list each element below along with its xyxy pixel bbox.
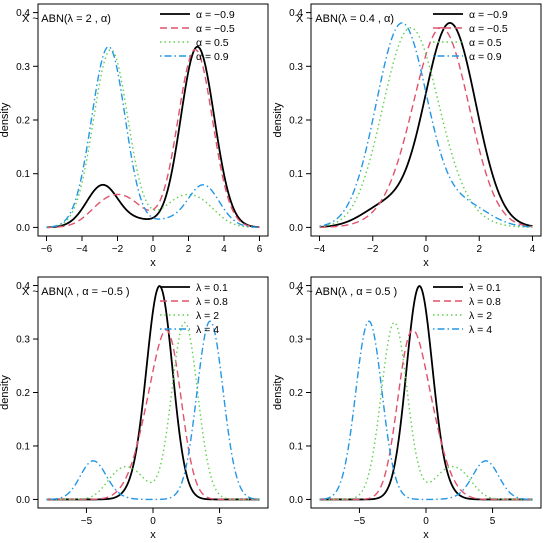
y-tick-label: 0.3: [289, 335, 303, 346]
y-tick-label: 0.3: [16, 335, 30, 346]
y-tick-label: 0.4: [16, 8, 30, 19]
panel-bottom-left: −5 0 5 0.0 0.1 0.2 0.3 0.4 x density X ~ ABN(λ , α…: [0, 276, 269, 541]
y-tick-label: 0.3: [289, 62, 303, 73]
x-tick-label: 5: [217, 516, 223, 527]
x-tick-label: 4: [530, 244, 536, 255]
series-line-3: [46, 321, 260, 501]
x-tick-label: −2: [367, 244, 379, 255]
series-line-4: [319, 22, 533, 228]
y-tick-label: 0.4: [289, 8, 303, 19]
y-tick-label: 0.4: [289, 281, 303, 292]
y-tick-label: 0.2: [16, 388, 30, 399]
series-line-3: [319, 321, 533, 501]
legend-label: α = 0.5: [196, 37, 229, 49]
legend-label: α = 0.5: [469, 37, 502, 49]
x-tick-label: 5: [490, 516, 496, 527]
y-tick-label: 0.4: [16, 281, 30, 292]
plot-frame: [310, 3, 542, 237]
y-axis-label: density: [272, 375, 284, 410]
legend-label: α = −0.5: [196, 23, 235, 35]
legend-label: λ = 4: [196, 324, 219, 336]
panel-top-left: −6 −4 −2 0 2 4 6 0.0 0.1 0.2 0.3 0.4 x density X ~ ABN…: [0, 3, 269, 269]
legend-label: α = −0.9: [469, 9, 508, 21]
x-axis-label: x: [150, 529, 156, 541]
series-line-4: [46, 320, 260, 501]
legend-label: λ = 0.1: [196, 282, 228, 294]
x-tick-label: 0: [150, 244, 156, 255]
y-tick-label: 0.0: [289, 495, 303, 506]
panel-title: X ~ ABN(λ = 0.4 , α): [296, 13, 394, 25]
legend-label: λ = 2: [196, 310, 219, 322]
series-line-1: [319, 285, 533, 501]
y-axis-label: density: [0, 375, 11, 410]
x-tick-label: 2: [476, 244, 482, 255]
x-axis-label: x: [423, 257, 429, 269]
legend-label: λ = 2: [469, 310, 492, 322]
x-tick-label: 0: [423, 244, 429, 255]
series-line-2: [319, 329, 533, 501]
series-line-1: [46, 285, 260, 501]
series-line-1: [319, 22, 533, 228]
series-line-1: [46, 45, 260, 229]
series-line-3: [319, 26, 533, 228]
y-tick-label: 0.1: [289, 441, 303, 452]
panel-top-right: −4 −2 0 2 4 0.0 0.1 0.2 0.3 0.4 x density X ~ ABN(λ …: [272, 3, 542, 269]
legend-label: α = −0.9: [196, 9, 235, 21]
panel-bottom-right: −5 0 5 0.0 0.1 0.2 0.3 0.4 x density X ~ ABN(λ , α…: [272, 276, 542, 541]
y-tick-label: 0.0: [16, 223, 30, 234]
y-tick-label: 0.2: [289, 116, 303, 127]
x-axis-label: x: [150, 257, 156, 269]
x-tick-label: 0: [150, 516, 156, 527]
series-line-3: [46, 48, 260, 229]
series-line-4: [46, 46, 260, 228]
panel-title: X ~ ABN(λ = 2 , α): [22, 13, 111, 25]
y-tick-label: 0.1: [16, 169, 30, 180]
legend-label: α = 0.9: [469, 51, 502, 63]
x-tick-label: −5: [81, 516, 93, 527]
legend-label: λ = 0.1: [469, 282, 501, 294]
x-tick-label: 6: [257, 244, 263, 255]
y-tick-label: 0.1: [16, 441, 30, 452]
series-line-4: [319, 320, 533, 501]
y-axis-label: density: [272, 102, 284, 137]
y-tick-label: 0.1: [289, 169, 303, 180]
legend-label: λ = 0.8: [469, 296, 501, 308]
x-tick-label: −6: [41, 244, 53, 255]
y-tick-label: 0.0: [289, 223, 303, 234]
x-axis-label: x: [423, 529, 429, 541]
y-tick-label: 0.2: [289, 388, 303, 399]
legend-label: α = −0.5: [469, 23, 508, 35]
series-line-2: [46, 329, 260, 501]
y-tick-label: 0.2: [16, 116, 30, 127]
y-tick-label: 0.0: [16, 495, 30, 506]
panel-title: X ~ ABN(λ , α = −0.5 ): [22, 286, 130, 298]
x-tick-label: −5: [354, 516, 366, 527]
x-tick-label: 0: [423, 516, 429, 527]
legend-label: λ = 4: [469, 324, 492, 336]
x-tick-label: −2: [112, 244, 124, 255]
series-line-2: [319, 26, 533, 228]
x-tick-label: 2: [186, 244, 192, 255]
panel-title: X ~ ABN(λ , α = 0.5 ): [296, 286, 397, 298]
legend-label: α = 0.9: [196, 51, 229, 63]
y-axis-label: density: [0, 102, 11, 137]
x-tick-label: −4: [314, 244, 326, 255]
plot-frame: [37, 3, 269, 237]
x-tick-label: 4: [221, 244, 227, 255]
legend-label: λ = 0.8: [196, 296, 228, 308]
series-line-2: [46, 48, 260, 229]
y-tick-label: 0.3: [16, 62, 30, 73]
x-tick-label: −4: [76, 244, 88, 255]
